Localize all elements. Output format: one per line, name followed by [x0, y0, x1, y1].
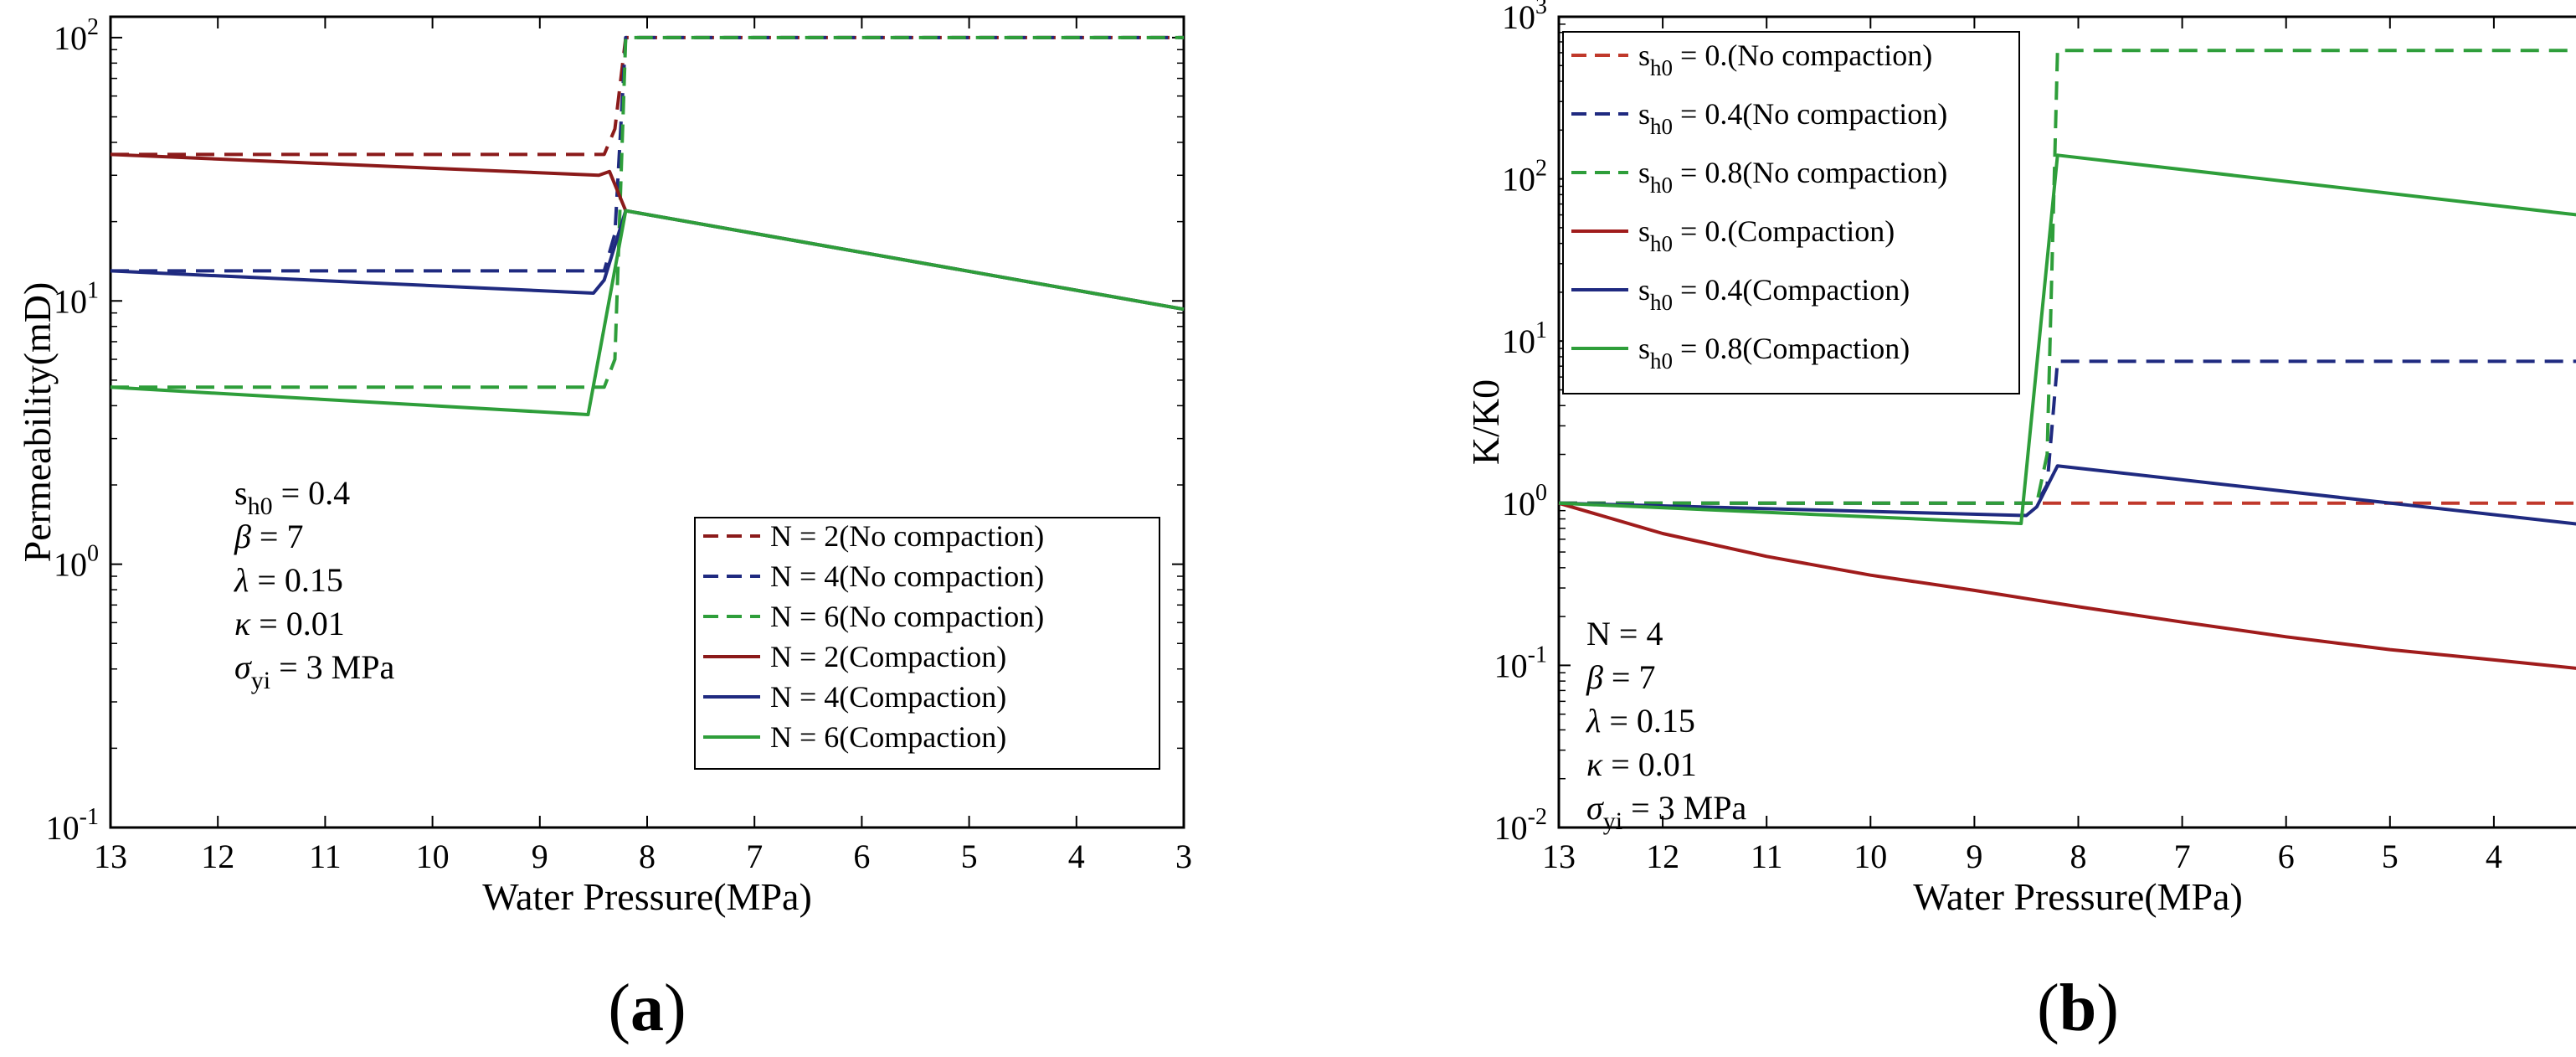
y-tick-label: 103 — [1502, 0, 1547, 36]
parameter-5: σyi = 3 MPa — [1586, 789, 1746, 835]
x-tick-label: 10 — [1854, 838, 1887, 875]
x-tick-label: 12 — [201, 838, 234, 875]
parameter-1: sh0 = 0.4 — [234, 474, 350, 520]
panel-a-label: (a) — [608, 972, 686, 1045]
parameter-3: λ = 0.15 — [234, 561, 343, 599]
x-tick-label: 8 — [2070, 838, 2087, 875]
x-tick-label: 10 — [416, 838, 450, 875]
y-tick-label: 101 — [1502, 317, 1547, 360]
chart-b-series — [1558, 49, 2576, 670]
y-tick-label: 101 — [54, 277, 99, 320]
x-tick-label: 5 — [961, 838, 978, 875]
chart-b-legend-box — [1562, 31, 2020, 394]
legend-label: N = 4(Compaction) — [770, 680, 1006, 714]
x-tick-label: 5 — [2382, 838, 2399, 875]
y-tick-label: 102 — [54, 14, 99, 57]
x-tick-label: 6 — [853, 838, 870, 875]
x-tick-label: 11 — [309, 838, 342, 875]
x-tick-label: 12 — [1646, 838, 1679, 875]
legend-label: N = 6(No compaction) — [770, 600, 1044, 633]
chart-a-y-axis-label: Permeability(mD) — [16, 282, 59, 563]
x-tick-label: 13 — [1542, 838, 1576, 875]
legend-label: sh0 = 0.8(No compaction) — [1638, 156, 1947, 198]
x-tick-label: 4 — [2486, 838, 2502, 875]
chart-a-legend-box — [694, 517, 1160, 770]
legend-label: sh0 = 0.4(No compaction) — [1638, 97, 1947, 139]
legend-label: N = 2(Compaction) — [770, 640, 1006, 673]
y-tick-label: 102 — [1502, 156, 1547, 199]
chart-a-y-axis: 10-1 100 101 102 — [46, 14, 1184, 847]
chart-b-y-axis-label: K/K0 — [1464, 379, 1507, 465]
legend-label: sh0 = 0.8(Compaction) — [1638, 332, 1910, 374]
legend-label: N = 2(No compaction) — [770, 519, 1044, 553]
chart-b-legend: sh0 = 0.(No compaction) sh0 = 0.4(No comp… — [1562, 31, 2020, 394]
x-tick-label: 7 — [2174, 838, 2191, 875]
parameter-2: β = 7 — [234, 518, 303, 555]
series-line-6 — [1558, 153, 2576, 525]
parameter-1: N = 4 — [1586, 615, 1663, 652]
x-tick-label: 11 — [1751, 838, 1783, 875]
y-tick-label: 100 — [1502, 480, 1547, 523]
chart-a-x-axis: 13 12 11 10 9 8 7 6 5 4 3 — [94, 17, 1192, 875]
legend-label: N = 6(Compaction) — [770, 720, 1006, 754]
y-tick-label: 10-2 — [1494, 804, 1547, 847]
legend-label: N = 4(No compaction) — [770, 559, 1044, 593]
panel-b-label: (b) — [2037, 972, 2119, 1045]
chart-b-y-axis: 10-2 10-1 100 101 102 103 — [1494, 0, 1571, 847]
parameter-5: σyi = 3 MPa — [234, 648, 394, 694]
series-line-4 — [1558, 501, 2576, 670]
series-line-5 — [1558, 464, 2576, 526]
y-tick-label: 100 — [54, 541, 99, 584]
x-tick-label: 8 — [639, 838, 656, 875]
x-tick-label: 3 — [1175, 838, 1192, 875]
chart-a-series — [110, 35, 1185, 416]
parameter-4: κ = 0.01 — [1586, 745, 1697, 783]
chart-a: 10-1 100 101 102 13 12 11 10 9 8 7 6 5 4 3 Water Pres… — [16, 14, 1192, 1045]
chart-a-parameters: sh0 = 0.4β = 7 λ = 0.15 κ = 0.01 σyi = 3 MP… — [234, 474, 394, 694]
y-tick-label: 10-1 — [46, 804, 99, 847]
y-tick-label: 10-1 — [1494, 642, 1547, 684]
x-tick-label: 13 — [94, 838, 127, 875]
parameter-3: λ = 0.15 — [1586, 702, 1695, 740]
legend-label: sh0 = 0.4(Compaction) — [1638, 273, 1910, 315]
series-line-3 — [111, 35, 1184, 389]
x-tick-label: 7 — [746, 838, 763, 875]
x-tick-label: 9 — [532, 838, 548, 875]
chart-b-parameters: N = 4 β = 7 λ = 0.15 κ = 0.01 σyi = 3 MPa — [1586, 615, 1746, 835]
parameter-2: β = 7 — [1586, 658, 1655, 696]
x-tick-label: 4 — [1068, 838, 1085, 875]
parameter-4: κ = 0.01 — [234, 605, 345, 642]
legend-label: sh0 = 0.(No compaction) — [1638, 39, 1932, 80]
series-line-6 — [110, 209, 1185, 416]
x-tick-label: 6 — [2278, 838, 2295, 875]
chart-a-x-axis-label: Water Pressure(MPa) — [482, 875, 812, 918]
legend-label: sh0 = 0.(Compaction) — [1638, 214, 1895, 256]
chart-a-legend: N = 2(No compaction) N = 4(No compaction)… — [694, 517, 1160, 770]
series-line-3 — [1559, 49, 2576, 505]
x-tick-label: 9 — [1966, 838, 1982, 875]
chart-b-x-axis-label: Water Pressure(MPa) — [1913, 875, 2243, 918]
